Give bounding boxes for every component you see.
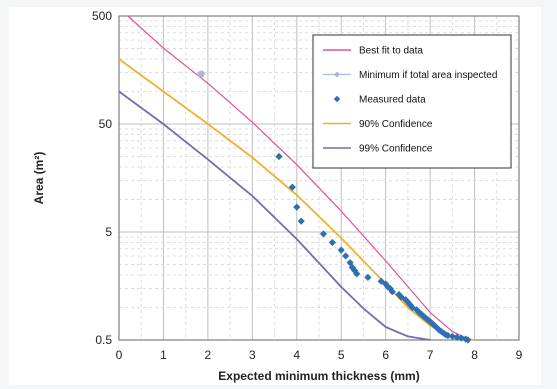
data-point — [348, 263, 356, 272]
data-point — [346, 259, 354, 267]
legend-item: Measured data — [333, 95, 426, 106]
data-point — [464, 336, 472, 344]
data-point — [377, 277, 385, 285]
legend: Best fit to data Minimum if total area in… — [312, 34, 512, 169]
data-point — [444, 331, 452, 340]
data-point — [422, 314, 430, 322]
x-tick-label: 1 — [160, 348, 167, 362]
y-tick-label: 500 — [92, 9, 112, 23]
data-point — [386, 284, 394, 293]
data-point — [406, 301, 414, 309]
y-tick-label: 5 — [105, 225, 112, 239]
x-tick-label: 9 — [516, 348, 523, 362]
data-point — [430, 321, 439, 330]
series-markers-2 — [275, 152, 472, 344]
legend-label: Best fit to data — [359, 46, 423, 57]
data-point — [384, 283, 392, 291]
series-path — [127, 15, 471, 341]
x-tick-label: 2 — [205, 348, 212, 362]
legend-item: Minimum if total area inspected — [323, 70, 497, 81]
x-tick-label: 3 — [249, 348, 256, 362]
y-axis-ticks: 500 50 5 0.5 — [92, 9, 112, 347]
data-point — [426, 318, 434, 326]
data-point-marker — [197, 70, 205, 78]
legend-box — [312, 34, 512, 169]
x-tick-label: 8 — [471, 348, 478, 362]
data-point — [288, 183, 296, 191]
data-point — [350, 266, 359, 275]
legend-label: Measured data — [359, 95, 426, 106]
data-point — [337, 246, 345, 254]
series-path — [118, 90, 431, 341]
y-tick-label: 0.5 — [95, 333, 112, 347]
data-point — [448, 332, 456, 340]
chart-frame: 0 1 2 3 4 5 6 7 8 9 500 50 5 0.5 Expected minimum th… — [9, 7, 541, 385]
x-tick-label: 5 — [338, 348, 345, 362]
series-line-4 — [118, 90, 431, 341]
data-point — [402, 296, 410, 304]
data-point — [364, 273, 372, 281]
x-tick-label: 4 — [293, 348, 300, 362]
data-point — [328, 238, 336, 247]
data-point — [388, 288, 396, 296]
data-point — [275, 152, 283, 161]
legend-label: Minimum if total area inspected — [359, 70, 497, 81]
data-point — [297, 217, 305, 225]
chart-svg: 0 1 2 3 4 5 6 7 8 9 500 50 5 0.5 Expected minimum th… — [9, 7, 541, 385]
legend-item: 90% Confidence — [323, 119, 433, 130]
legend-item: Best fit to data — [323, 46, 423, 57]
data-point — [293, 203, 301, 211]
plot-area — [118, 15, 520, 341]
data-point — [424, 316, 432, 324]
x-tick-label: 6 — [382, 348, 389, 362]
x-tick-label: 7 — [427, 348, 434, 362]
y-axis-title: Area (m²) — [32, 152, 46, 205]
data-point — [353, 270, 361, 278]
legend-label: 99% Confidence — [359, 144, 433, 155]
series-markers-1 — [197, 70, 205, 78]
x-tick-label: 0 — [116, 348, 123, 362]
legend-swatch — [333, 95, 341, 103]
x-axis-title: Expected minimum thickness (mm) — [218, 369, 419, 383]
series-line-0 — [127, 15, 471, 341]
data-point — [439, 329, 448, 337]
data-point — [319, 230, 328, 238]
legend-swatch — [334, 71, 340, 78]
y-tick-label: 50 — [99, 117, 113, 131]
series-layer — [118, 15, 475, 344]
x-axis-ticks: 0 1 2 3 4 5 6 7 8 9 — [116, 348, 523, 362]
legend-item: 99% Confidence — [323, 144, 433, 155]
legend-label: 90% Confidence — [359, 119, 433, 130]
